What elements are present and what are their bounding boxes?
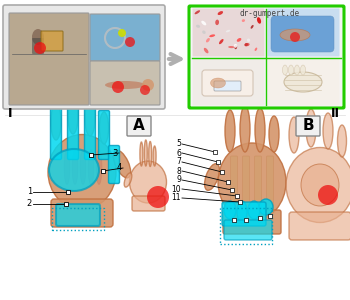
Text: 3: 3 <box>113 148 118 158</box>
Text: 4: 4 <box>117 164 122 172</box>
Ellipse shape <box>80 149 86 184</box>
Text: II: II <box>331 107 340 120</box>
Text: 1: 1 <box>27 188 32 196</box>
Ellipse shape <box>68 96 78 134</box>
Ellipse shape <box>144 140 147 166</box>
Ellipse shape <box>218 11 223 15</box>
Ellipse shape <box>226 30 230 32</box>
FancyBboxPatch shape <box>132 196 165 211</box>
Ellipse shape <box>201 21 206 26</box>
Ellipse shape <box>245 43 250 46</box>
FancyBboxPatch shape <box>3 5 165 109</box>
Ellipse shape <box>196 25 200 28</box>
Ellipse shape <box>149 142 152 167</box>
Ellipse shape <box>280 29 310 41</box>
Ellipse shape <box>219 39 224 44</box>
Bar <box>52 208 104 230</box>
FancyBboxPatch shape <box>222 202 266 226</box>
FancyBboxPatch shape <box>90 61 160 105</box>
FancyBboxPatch shape <box>51 199 113 227</box>
Text: 6: 6 <box>176 148 181 158</box>
Circle shape <box>147 186 169 208</box>
Ellipse shape <box>205 164 219 190</box>
Ellipse shape <box>337 125 346 157</box>
Ellipse shape <box>301 164 339 206</box>
Text: A: A <box>133 118 145 134</box>
FancyBboxPatch shape <box>271 16 334 52</box>
FancyBboxPatch shape <box>90 14 160 61</box>
FancyBboxPatch shape <box>243 156 250 213</box>
Ellipse shape <box>257 17 261 24</box>
FancyBboxPatch shape <box>223 210 281 234</box>
Ellipse shape <box>248 201 260 219</box>
FancyBboxPatch shape <box>108 146 119 184</box>
Ellipse shape <box>209 34 215 37</box>
Circle shape <box>125 37 135 47</box>
Ellipse shape <box>64 149 70 184</box>
Ellipse shape <box>284 72 322 92</box>
FancyBboxPatch shape <box>296 116 320 136</box>
FancyBboxPatch shape <box>189 6 344 108</box>
Ellipse shape <box>140 142 143 166</box>
Ellipse shape <box>130 161 167 203</box>
Text: 7: 7 <box>176 158 181 166</box>
Ellipse shape <box>228 46 235 48</box>
FancyBboxPatch shape <box>84 98 96 160</box>
Circle shape <box>140 85 150 95</box>
Ellipse shape <box>210 78 225 88</box>
Ellipse shape <box>204 48 209 53</box>
FancyBboxPatch shape <box>50 103 62 160</box>
Ellipse shape <box>251 25 254 29</box>
Ellipse shape <box>218 143 286 221</box>
FancyBboxPatch shape <box>224 220 272 240</box>
Circle shape <box>118 29 126 37</box>
FancyBboxPatch shape <box>202 70 253 96</box>
Ellipse shape <box>254 48 257 51</box>
FancyBboxPatch shape <box>193 8 265 56</box>
Ellipse shape <box>240 106 250 152</box>
Ellipse shape <box>234 44 237 48</box>
FancyBboxPatch shape <box>56 204 100 226</box>
Text: 11: 11 <box>172 194 181 202</box>
FancyBboxPatch shape <box>231 156 238 213</box>
Ellipse shape <box>294 65 300 75</box>
Ellipse shape <box>224 201 236 219</box>
FancyBboxPatch shape <box>289 212 350 240</box>
Ellipse shape <box>306 109 316 147</box>
Ellipse shape <box>105 81 145 89</box>
Ellipse shape <box>51 104 61 140</box>
Text: B: B <box>302 118 314 134</box>
Ellipse shape <box>202 31 206 34</box>
Text: 5: 5 <box>176 140 181 148</box>
Circle shape <box>290 32 300 42</box>
Text: dr-gumpert.de: dr-gumpert.de <box>240 9 300 18</box>
FancyBboxPatch shape <box>214 81 241 91</box>
FancyArrowPatch shape <box>169 54 181 64</box>
FancyBboxPatch shape <box>266 156 273 213</box>
Ellipse shape <box>247 38 250 42</box>
Ellipse shape <box>289 117 299 153</box>
Ellipse shape <box>124 173 132 187</box>
FancyBboxPatch shape <box>41 31 63 51</box>
FancyBboxPatch shape <box>193 58 265 106</box>
Ellipse shape <box>99 112 108 144</box>
FancyBboxPatch shape <box>9 13 89 105</box>
FancyBboxPatch shape <box>98 110 110 160</box>
Text: I: I <box>8 107 13 120</box>
Ellipse shape <box>234 45 237 49</box>
Ellipse shape <box>32 29 44 45</box>
Ellipse shape <box>48 134 116 209</box>
Ellipse shape <box>49 149 99 191</box>
FancyBboxPatch shape <box>32 38 44 54</box>
Ellipse shape <box>286 148 350 223</box>
Text: 8: 8 <box>176 167 181 176</box>
Ellipse shape <box>215 20 219 25</box>
Ellipse shape <box>255 108 265 152</box>
FancyBboxPatch shape <box>68 94 78 160</box>
Ellipse shape <box>301 65 306 75</box>
FancyBboxPatch shape <box>267 58 339 106</box>
Circle shape <box>142 79 154 91</box>
Ellipse shape <box>237 38 241 42</box>
FancyBboxPatch shape <box>254 156 261 213</box>
